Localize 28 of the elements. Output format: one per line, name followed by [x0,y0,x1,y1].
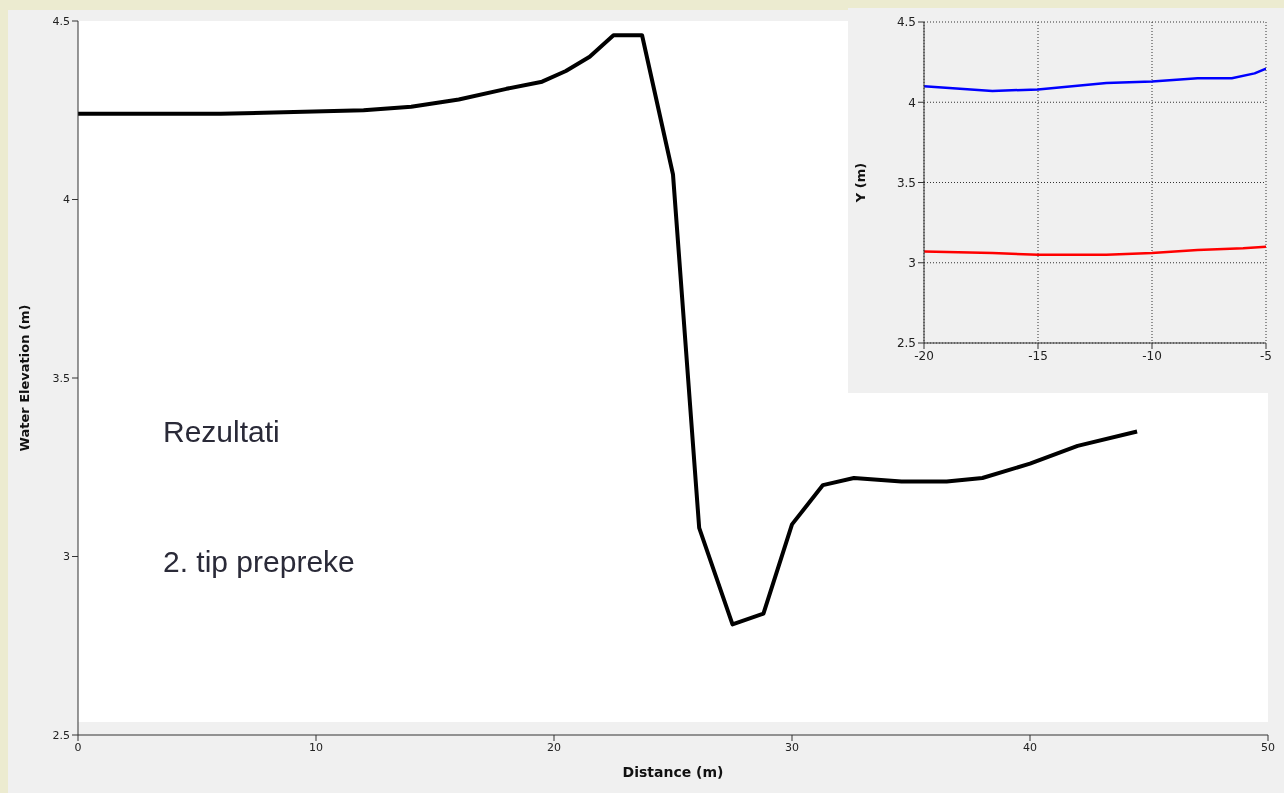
x-tick-label: 0 [74,740,82,754]
x-tick-label: 40 [1023,740,1037,754]
x-tick-label: 20 [547,740,561,754]
x-tick-label: -20 [914,348,934,363]
x-axis-title: Distance (m) [622,764,724,780]
y-axis-title: Water Elevation (m) [16,304,32,452]
y-tick-label: 3 [908,256,916,271]
y-tick-label: 2.5 [52,728,70,742]
x-tick-label: 50 [1261,740,1275,754]
x-tick-label: 30 [785,740,799,754]
y-tick-label: 3 [63,550,70,564]
y-tick-label: 3.5 [896,175,916,190]
y-tick-label: 4 [908,95,916,110]
annotation: 2. tip prepreke [163,545,355,579]
line-series [924,245,1266,256]
x-tick-label: -5 [1260,348,1272,363]
x-tick-label: -10 [1142,348,1162,363]
y-axis-title: Y (m) [852,162,868,204]
line-series [78,33,1140,627]
x-tick-label: 10 [309,740,323,754]
y-tick-label: 3.5 [52,371,70,385]
line-series [924,67,1266,93]
y-tick-label: 4.5 [896,15,916,30]
y-tick-label: 2.5 [896,336,916,351]
annotation: Rezultati [163,415,280,449]
x-tick-label: -15 [1028,348,1048,363]
y-tick-label: 4.5 [52,14,70,28]
y-tick-label: 4 [63,193,70,207]
